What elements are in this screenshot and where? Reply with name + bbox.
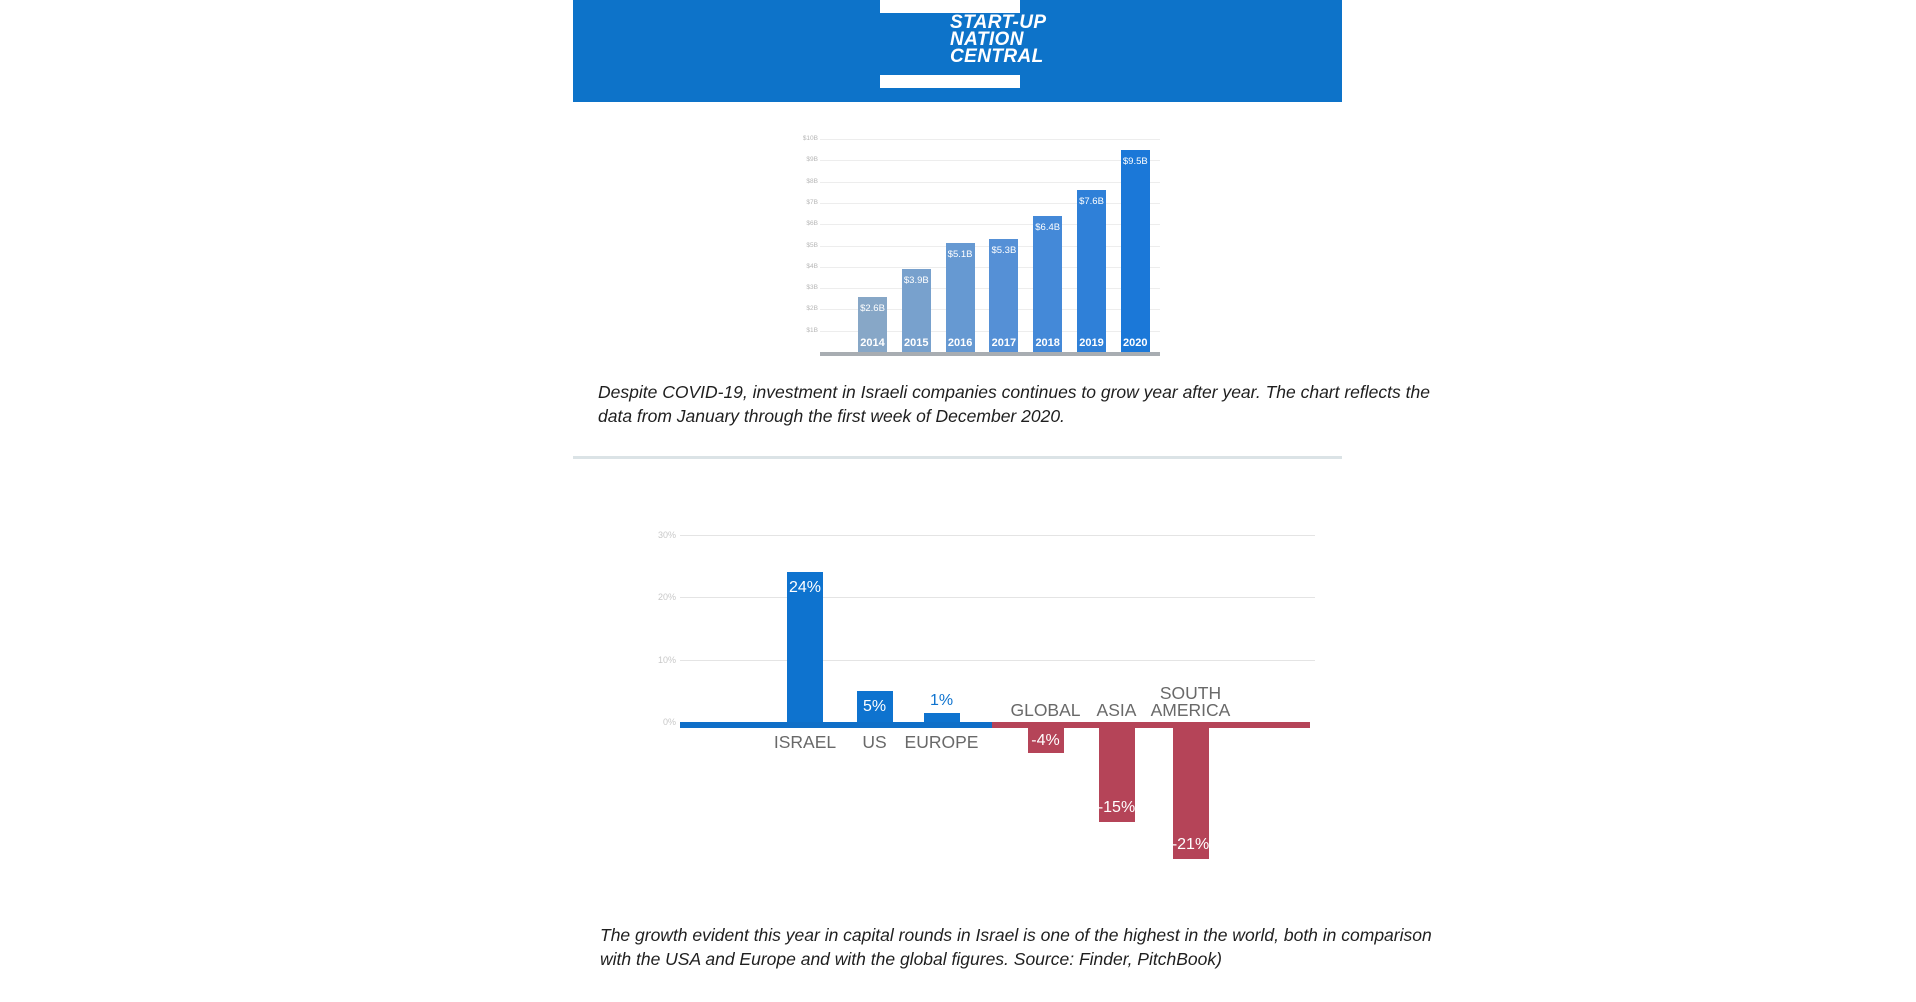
- y-gridline: [820, 181, 1160, 183]
- bar-value-label: -4%: [1031, 732, 1060, 750]
- bar-year-label: 2014: [860, 336, 885, 349]
- category-label-israel: ISRAEL: [773, 732, 837, 752]
- bar-europe: [923, 713, 960, 722]
- caption-chart2-line1: The growth evident this year in capital …: [600, 925, 1432, 945]
- bar-value-label: $7.6B: [1079, 196, 1104, 208]
- bar-value-label: 1%: [929, 692, 954, 709]
- y-axis-tick-label: $2B: [806, 305, 818, 313]
- bar-israel: [787, 572, 823, 722]
- snc-logo-wordmark: START-UP NATION CENTRAL: [950, 12, 1047, 67]
- y-gridline: [680, 597, 1315, 599]
- bar-us: [856, 690, 893, 722]
- logo-line-startup: START-UP: [950, 12, 1047, 33]
- logo-line-nation: NATION: [950, 29, 1024, 50]
- bar-2018: $6.4B 2018: [1033, 215, 1063, 352]
- bar-2020: $9.5B 2020: [1120, 149, 1150, 352]
- bar-value-label: $6.4B: [1035, 221, 1061, 233]
- bar-value-label: $5.1B: [947, 249, 973, 261]
- logo-top-bar: [880, 0, 1020, 13]
- bar-global: [1027, 728, 1064, 753]
- category-label-global: GLOBAL: [1010, 699, 1081, 720]
- y-gridline: [680, 659, 1315, 661]
- caption-chart1-line1: Despite COVID-19, investment in Israeli …: [598, 382, 1430, 402]
- bar-value-label: 5%: [862, 697, 887, 715]
- y-axis-tick-label: 30%: [657, 529, 676, 540]
- logo-line-central: CENTRAL: [950, 46, 1044, 67]
- bar-2014: $2.6B 2014: [858, 296, 887, 352]
- bar-year-label: 2018: [1035, 336, 1060, 349]
- bar-year-label: 2020: [1123, 336, 1148, 349]
- y-gridline: [820, 139, 1160, 140]
- bar-value-label: -15%: [1097, 798, 1136, 816]
- logo-bottom-bar: [880, 75, 1020, 88]
- x-axis-line: [820, 352, 1160, 356]
- bar-asia: [1098, 728, 1135, 822]
- category-label-south-america: SOUTH AMERICA: [1150, 683, 1231, 720]
- bar-south-america: [1172, 728, 1209, 860]
- bar-value-label: 24%: [788, 579, 822, 597]
- bar-year-label: 2017: [991, 336, 1017, 349]
- bar-2015: $3.9B 2015: [901, 268, 931, 352]
- bar-value-label: $2.6B: [860, 302, 885, 314]
- y-axis-tick-label: $8B: [806, 177, 818, 185]
- y-axis-tick-label: $1B: [806, 326, 818, 334]
- chart-investment-by-year: $1B $2B $3B $4B $5B $6B $7B $8B $9B $10B $2.6B 2014…: [780, 125, 1180, 375]
- y-gridline: [680, 534, 1315, 536]
- y-gridline: [820, 160, 1160, 162]
- y-axis-tick-label: $5B: [806, 241, 818, 249]
- y-axis-tick-label: $7B: [806, 198, 818, 206]
- caption-chart2: The growth evident this year in capital …: [600, 924, 1432, 971]
- caption-chart2-line2: with the USA and Europe and with the glo…: [600, 948, 1222, 969]
- bar-value-label: $5.3B: [991, 245, 1017, 257]
- chart-growth-by-region: 0% 10% 20% 30% 24% ISRAEL 5% US 1% EUROPE -4% GLOBA…: [650, 520, 1350, 885]
- bar-year-label: 2019: [1079, 336, 1104, 349]
- zero-axis-negative-segment: [992, 722, 1310, 728]
- bar-value-label: $3.9B: [903, 274, 929, 286]
- zero-axis-positive-segment: [680, 722, 992, 728]
- bar-year-label: 2016: [947, 336, 973, 349]
- y-gridline: [820, 224, 1160, 226]
- y-axis-tick-label: 20%: [657, 592, 676, 603]
- bar-2016: $5.1B 2016: [945, 243, 975, 352]
- y-axis-tick-label: 0%: [662, 717, 676, 727]
- section-divider: [573, 456, 1342, 459]
- bar-value-label: $9.5B: [1122, 155, 1148, 167]
- bar-2019: $7.6B 2019: [1077, 190, 1106, 352]
- snc-banner: START-UP NATION CENTRAL: [573, 0, 1342, 102]
- caption-chart1: Despite COVID-19, investment in Israeli …: [598, 381, 1430, 428]
- bar-value-label: -21%: [1171, 836, 1210, 854]
- category-label-asia: ASIA: [1096, 699, 1137, 720]
- y-axis-tick-label: $4B: [806, 262, 818, 270]
- y-axis-tick-label: $3B: [806, 284, 818, 292]
- caption-chart1-line2: data from January through the first week…: [598, 405, 1065, 426]
- y-axis-tick-label: 10%: [657, 654, 676, 665]
- bar-year-label: 2015: [904, 336, 929, 349]
- y-axis-tick-label: $10B: [802, 135, 818, 142]
- y-gridline: [820, 202, 1160, 204]
- y-axis-tick-label: $6B: [806, 220, 818, 228]
- category-label-europe: EUROPE: [904, 732, 979, 752]
- bar-2017: $5.3B 2017: [989, 239, 1019, 352]
- y-axis-tick-label: $9B: [806, 156, 818, 164]
- category-label-us: US: [862, 732, 887, 752]
